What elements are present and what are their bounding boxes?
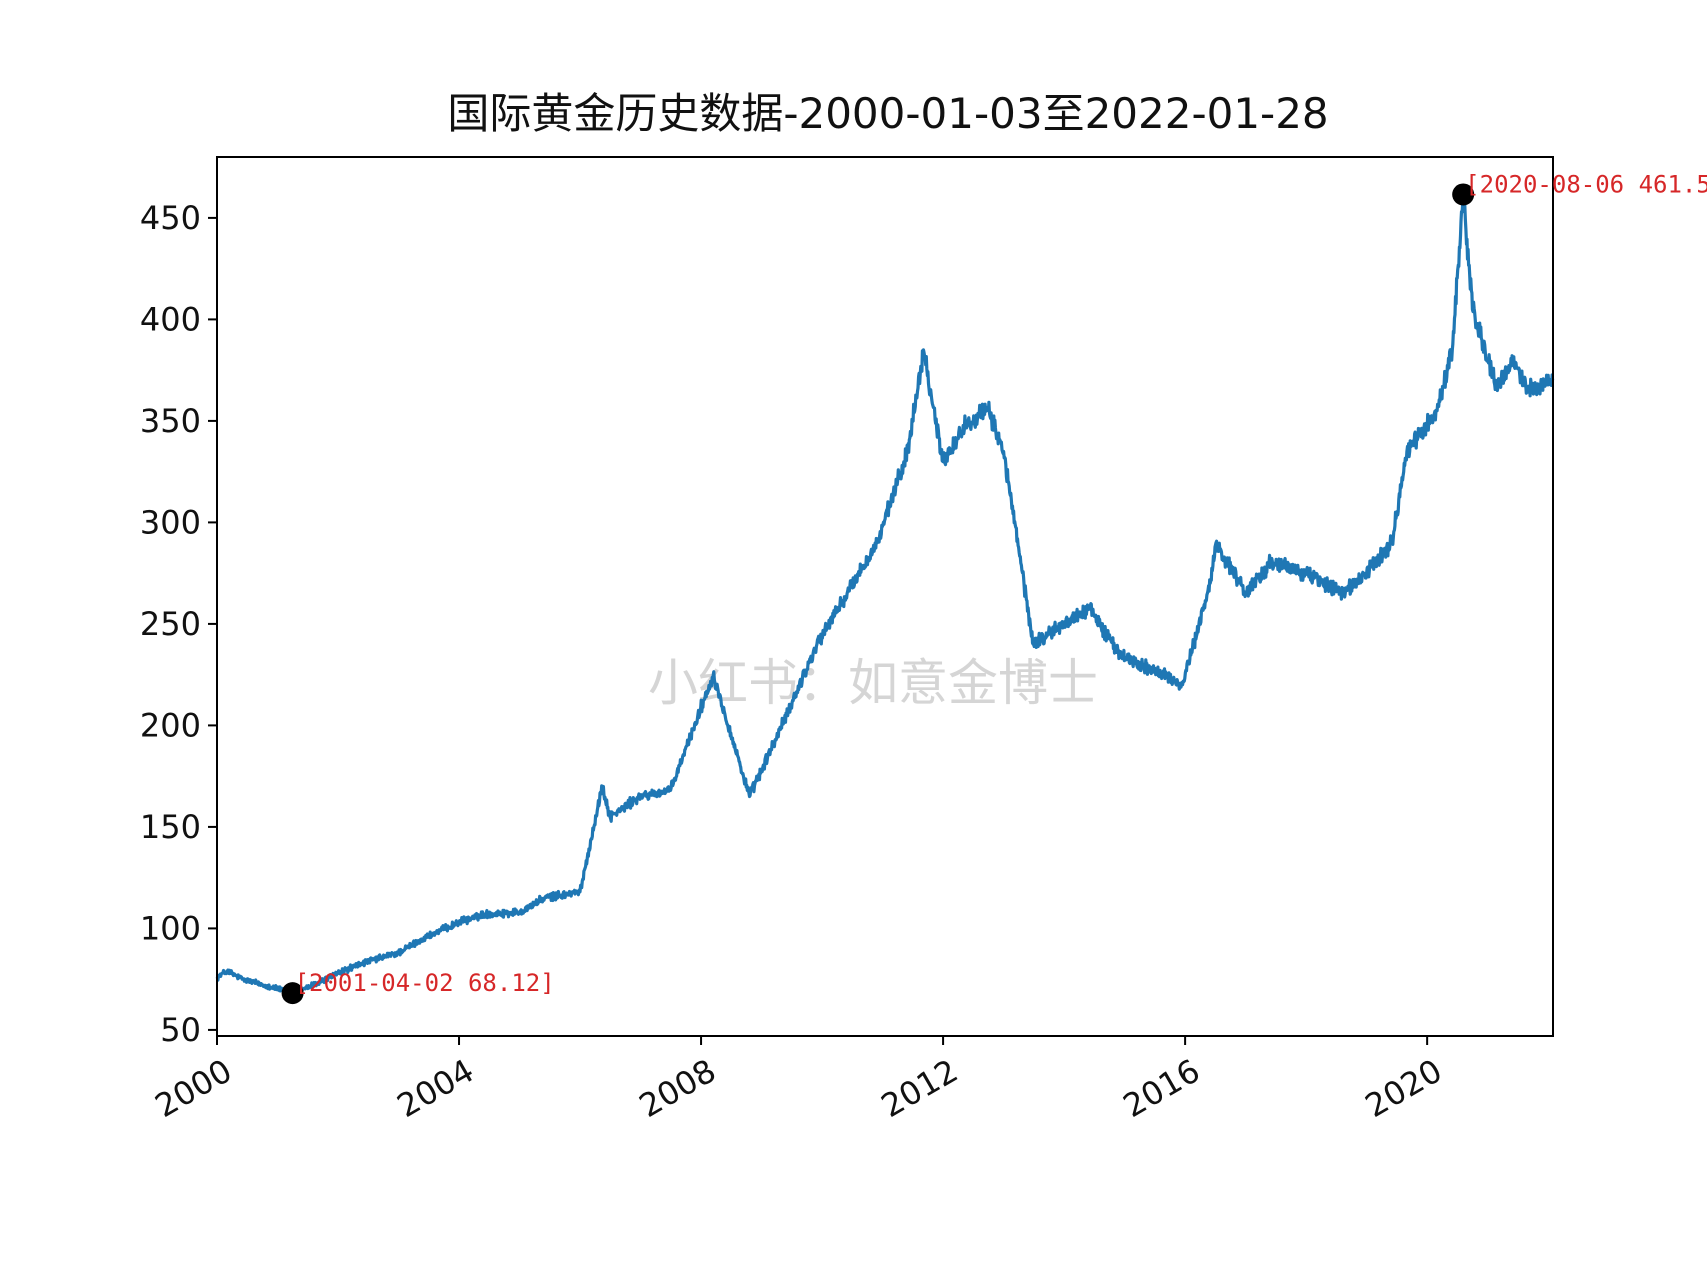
plot-frame xyxy=(216,156,1554,1037)
extreme-point-marker xyxy=(281,982,304,1005)
series-line xyxy=(215,192,1555,997)
watermark-text: 小红书：如意金博士 xyxy=(648,654,1098,712)
y-tick-label: 450 xyxy=(140,199,201,237)
x-tick-label: 2000 xyxy=(149,1051,239,1125)
plot-area xyxy=(215,192,1555,997)
x-tick-label: 2012 xyxy=(875,1051,965,1125)
x-tick-label: 2020 xyxy=(1359,1051,1449,1125)
y-tick-label: 350 xyxy=(140,402,201,440)
y-tick-label: 250 xyxy=(140,605,201,643)
x-tick-label: 2008 xyxy=(633,1051,723,1125)
y-tick-label: 100 xyxy=(140,909,201,947)
annotation-label: [2001-04-02 68.12] xyxy=(295,969,555,997)
y-tick-label: 200 xyxy=(140,706,201,744)
extreme-point-marker xyxy=(1452,183,1475,206)
y-tick-label: 150 xyxy=(140,808,201,846)
annotation-label: [2020-08-06 461.54] xyxy=(1465,170,1707,198)
y-tick-label: 50 xyxy=(160,1011,201,1049)
annotations: [2001-04-02 68.12] [2020-08-06 461.54] xyxy=(281,170,1707,1005)
x-tick-label: 2004 xyxy=(391,1051,481,1125)
x-tick-label: 2016 xyxy=(1117,1051,1207,1125)
chart-title: 国际黄金历史数据-2000-01-03至2022-01-28 xyxy=(447,89,1328,138)
watermark-layer: 小红书：如意金博士 xyxy=(648,654,1098,712)
y-tick-label: 300 xyxy=(140,503,201,541)
y-tick-label: 400 xyxy=(140,300,201,338)
